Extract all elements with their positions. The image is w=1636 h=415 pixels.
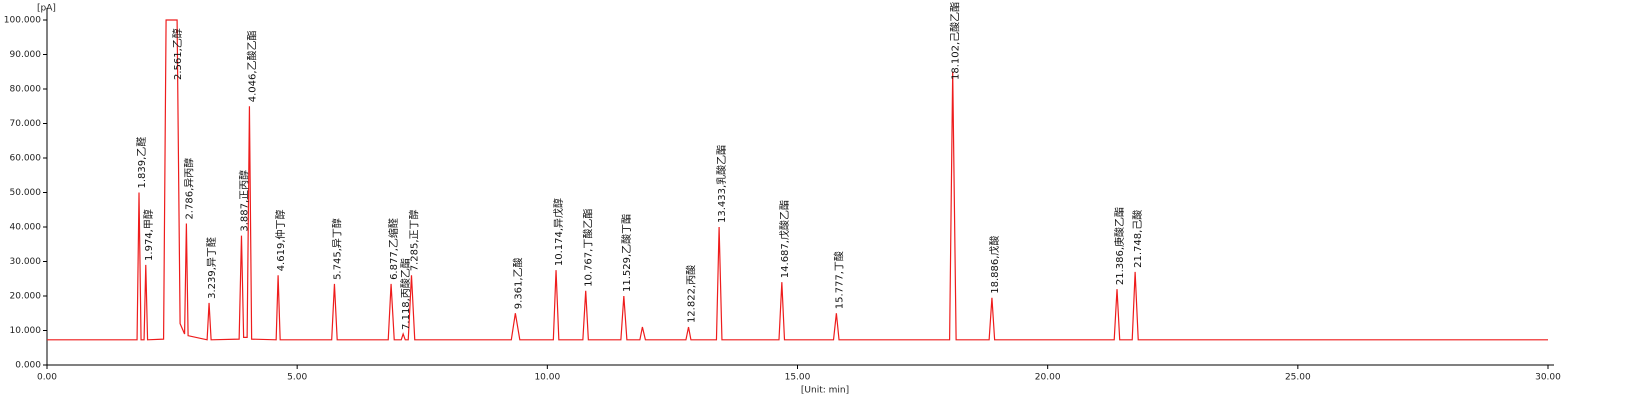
trace	[47, 19, 1548, 341]
y-tick-label: 40.000	[10, 223, 42, 233]
y-tick-label: 70.000	[10, 119, 42, 129]
peak-label: 21.386,庚酸乙酯	[1113, 207, 1126, 285]
peak-label: 2.786,异丙醇	[182, 158, 195, 220]
y-tick-label: 10.000	[10, 326, 42, 336]
y-tick-label: 80.000	[10, 85, 42, 95]
y-axis-label: [pA]	[37, 4, 56, 14]
x-tick-label: 15.00	[785, 373, 811, 383]
peak-label: 14.687,戊酸乙酯	[778, 200, 791, 278]
peak-label: 3.239,异丁醛	[205, 237, 218, 299]
y-tick-label: 20.000	[10, 292, 42, 302]
y-tick-label: 0.000	[15, 361, 41, 371]
x-tick-label: 25.00	[1285, 373, 1311, 383]
peak-label: 6.877,乙缩醛	[387, 218, 400, 280]
peak-label: 7.118,丙酸乙酯	[399, 258, 412, 330]
peak-label: 15.777,丁酸	[832, 251, 845, 309]
y-tick-label: 60.000	[10, 154, 42, 164]
x-axis-label: [Unit: min]	[801, 386, 849, 396]
x-tick-label: 10.00	[534, 373, 560, 383]
peak-label: 2.561,乙醇	[171, 28, 184, 80]
peak-label: 4.046,乙酸乙酯	[245, 30, 258, 102]
peak-label: 18.102,己酸乙酯	[949, 2, 962, 80]
y-tick-label: 50.000	[10, 188, 42, 198]
peak-label: 4.619,仲丁醇	[274, 209, 287, 271]
peak-label: 10.174,异戊醇	[552, 198, 565, 266]
peak-label: 1.974,甲醇	[142, 209, 155, 261]
x-tick-label: 5.00	[287, 373, 307, 383]
y-tick-label: 90.000	[10, 50, 42, 60]
x-tick-label: 0.00	[37, 373, 57, 383]
peak-label: 21.748,己酸	[1131, 210, 1144, 268]
peak-label: 9.361,乙酸	[511, 257, 524, 309]
peak-label: 3.887,正丙醇	[237, 170, 250, 232]
peak-label: 10.767,丁酸乙酯	[582, 209, 595, 287]
peak-label: 7.285,正丁醇	[407, 209, 420, 271]
y-tick-label: 30.000	[10, 257, 42, 267]
x-tick-label: 20.00	[1035, 373, 1061, 383]
peak-label: 11.529,乙酸丁酯	[620, 214, 633, 292]
peak-label: 5.745,异丁醇	[330, 218, 343, 280]
peak-label: 13.433,乳酸乙酯	[715, 145, 728, 223]
peak-label: 12.822,丙酸	[685, 265, 698, 323]
peak-label: 1.839,乙醛	[135, 137, 148, 189]
y-tick-label: 100.000	[4, 16, 41, 26]
x-tick-label: 30.00	[1535, 373, 1561, 383]
peak-label: 18.886,戊酸	[988, 236, 1001, 294]
